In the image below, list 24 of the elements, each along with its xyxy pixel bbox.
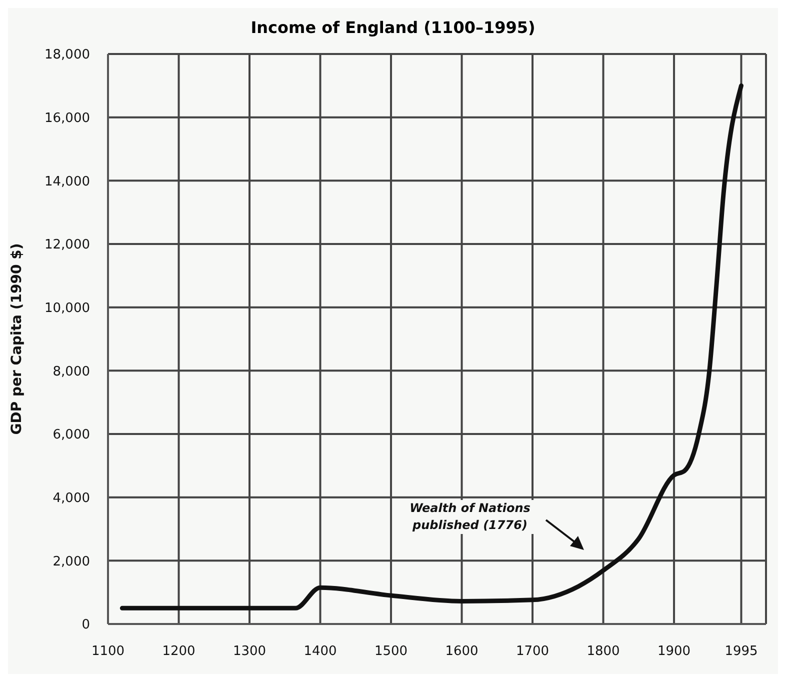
- x-tick-label: 1200: [162, 644, 196, 660]
- x-tick-label: 1800: [586, 644, 620, 660]
- y-tick-label: 0: [82, 618, 90, 633]
- chart-title: Income of England (1100–1995): [250, 17, 536, 39]
- y-tick-label: 8,000: [52, 364, 90, 380]
- x-tick-label: 1500: [374, 644, 408, 660]
- y-axis-title: GDP per Capita (1990 $): [8, 243, 25, 435]
- x-tick-label: 1100: [91, 644, 125, 660]
- y-tick-label: 6,000: [52, 428, 90, 443]
- y-tick-label: 16,000: [44, 110, 90, 126]
- x-tick-label: 1400: [304, 644, 337, 660]
- y-tick-label: 14,000: [44, 174, 90, 190]
- x-tick-label: 1300: [232, 644, 266, 660]
- y-tick-label: 12,000: [44, 238, 90, 253]
- line-series: [120, 83, 744, 610]
- x-tick-label: 1600: [445, 644, 478, 660]
- y-tick-label: 4,000: [52, 490, 90, 506]
- y-tick-label: 2,000: [52, 554, 90, 570]
- annotation: Wealth of Nations published (1776): [400, 500, 540, 534]
- y-tick-label: 10,000: [44, 300, 90, 316]
- x-tick-label: 1700: [516, 644, 550, 660]
- y-tick-label: 18,000: [44, 48, 90, 63]
- x-tick-label: 1900: [657, 644, 691, 660]
- x-tick-label: 1995: [724, 644, 758, 660]
